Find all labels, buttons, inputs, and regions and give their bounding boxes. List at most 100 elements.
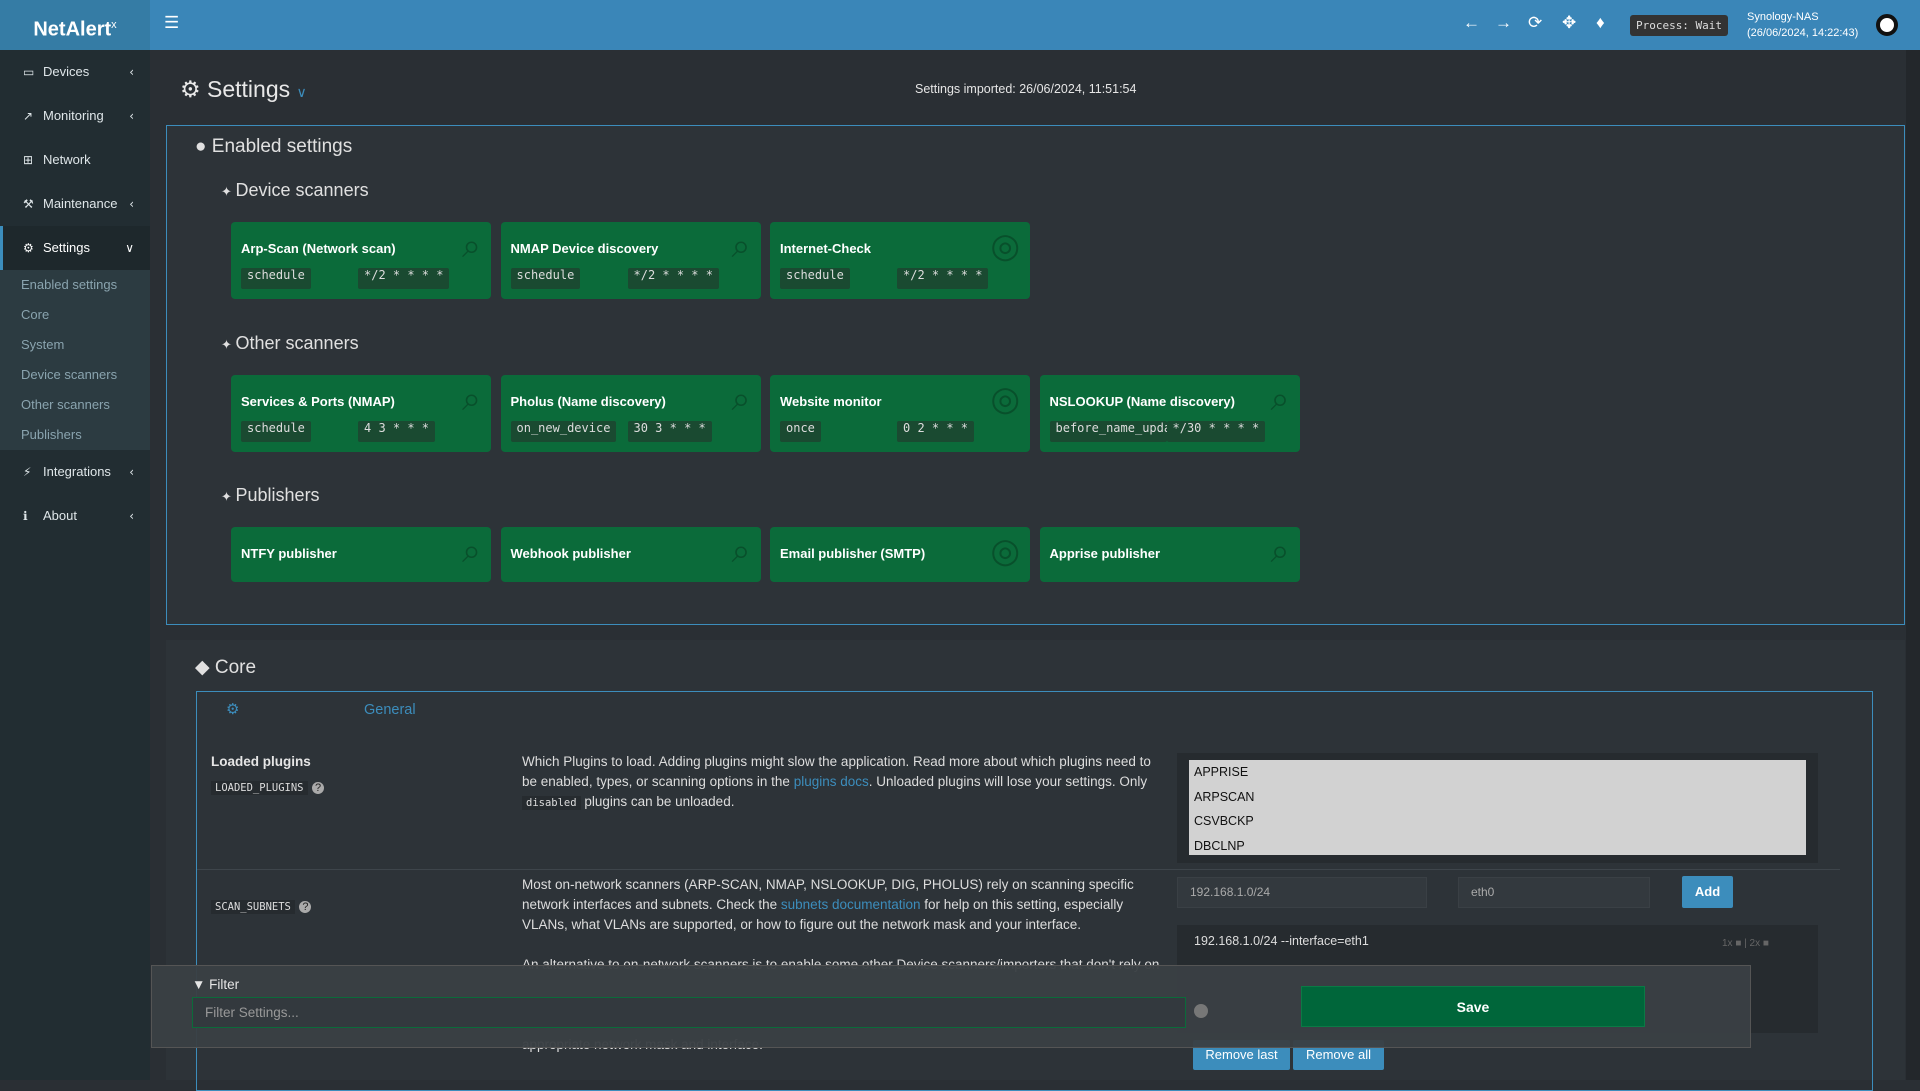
nav-icon: ▭ [23, 65, 35, 79]
zoom-controls: 1x ■ | 2x ■ [1722, 938, 1769, 949]
nav-label: Devices [43, 64, 90, 79]
host-name: Synology-NAS [1747, 11, 1819, 23]
card-name: Email publisher (SMTP) [780, 546, 926, 561]
nav-subitem[interactable]: Other scanners [0, 390, 150, 420]
nav-icon: ⚒ [23, 197, 34, 211]
nav-label: Monitoring [43, 108, 104, 123]
menu-toggle[interactable]: ☰ [164, 13, 180, 32]
plugin-card[interactable]: ⌕ Pholus (Name discovery) on_new_device 30 … [500, 375, 761, 452]
nav-subitem[interactable]: System [0, 330, 150, 360]
filter-input[interactable]: Filter Settings... [192, 997, 1186, 1028]
setting-description: Most on-network scanners (ARP-SCAN, NMAP… [522, 875, 1162, 935]
subnet-entry[interactable]: 192.168.1.0/24 --interface=eth1 [1194, 934, 1369, 948]
plugin-card[interactable]: ◎ Website monitor once 0 2 * * * [770, 375, 1030, 452]
nav-item[interactable]: ⚒ Maintenance ‹ [0, 182, 150, 226]
logo[interactable]: NetAlertx [0, 0, 150, 50]
doc-link[interactable]: plugins docs [793, 774, 869, 789]
desc-text: Which Plugins to load. Adding plugins mi… [522, 754, 1151, 789]
card-name: Arp-Scan (Network scan) [241, 241, 396, 256]
nav-item[interactable]: ↗ Monitoring ‹ [0, 94, 150, 138]
forward-icon[interactable]: → [1495, 13, 1512, 32]
card-watermark: ⌕ [731, 379, 751, 419]
nav-item[interactable]: ▭ Devices ‹ [0, 50, 150, 94]
setting-code: LOADED_PLUGINS [211, 781, 308, 795]
imported-time: Settings imported: 26/06/2024, 11:51:54 [915, 82, 1137, 96]
interface-input[interactable]: eth0 [1458, 877, 1650, 908]
card-schedule: */2 * * * * [627, 268, 719, 289]
card-watermark: ◎ [990, 531, 1020, 571]
card-name: Internet-Check [780, 241, 872, 256]
nav-chevron: ∨ [125, 241, 134, 255]
back-icon[interactable]: ← [1463, 13, 1480, 32]
inline-code: disabled [522, 796, 581, 810]
enabled-title-text: Enabled settings [211, 136, 353, 157]
card-watermark: ⌕ [731, 226, 751, 266]
scrollbar [1906, 50, 1920, 1080]
filter-label-text: Filter [209, 977, 240, 992]
plugin-card[interactable]: ⌕ NSLOOKUP (Name discovery) before_name_up… [1039, 375, 1300, 452]
nav-subitem[interactable]: Core [0, 300, 150, 330]
divider [197, 869, 1840, 870]
save-button[interactable]: Save [1301, 986, 1645, 1027]
nav-chevron: ‹ [129, 197, 134, 211]
card-name: NTFY publisher [241, 546, 337, 561]
plugin-card[interactable]: ⌕ Services & Ports (NMAP) schedule 4 3 * * … [231, 375, 491, 452]
nav-subitem[interactable]: Enabled settings [0, 270, 150, 300]
plugin-option[interactable]: APPRISE [1194, 765, 1249, 779]
group-title: ✦ Other scanners [221, 333, 359, 354]
nav-subitem[interactable]: Publishers [0, 420, 150, 450]
filter-label: ▼ Filter [192, 977, 240, 992]
card-mode: schedule [241, 421, 311, 442]
plugin-select[interactable]: APPRISE ARPSCAN CSVBCKP DBCLNP [1189, 760, 1806, 855]
plugin-card[interactable]: ⌕ Webhook publisher [500, 527, 761, 582]
card-schedule: 30 3 * * * [627, 421, 712, 442]
add-button[interactable]: Add [1682, 876, 1733, 908]
subnet-input[interactable]: 192.168.1.0/24 [1177, 877, 1427, 908]
plugin-card[interactable]: ◎ Email publisher (SMTP) [770, 527, 1030, 582]
nav-item[interactable]: ⚙ Settings ∨ [0, 226, 150, 270]
zoom-1x[interactable]: 1x [1722, 938, 1733, 949]
plugin-card[interactable]: ⌕ Arp-Scan (Network scan) schedule */2 * * … [231, 222, 491, 299]
nav-item[interactable]: ⊞ Network [0, 138, 150, 182]
avatar[interactable] [1876, 14, 1898, 36]
card-mode: before_name_updates [1049, 421, 1167, 442]
card-name: NMAP Device discovery [510, 241, 659, 256]
desc-text: . Unloaded plugins will lose your settin… [868, 774, 1148, 789]
nav-chevron: ‹ [129, 509, 134, 523]
nav-item[interactable]: ℹ About ‹ [0, 494, 150, 538]
subnet-entries: 192.168.1.0/24 --interface=eth1 [1194, 934, 1369, 948]
core-title-text: Core [214, 657, 257, 678]
sidebar: ▭ Devices ‹ ↗ Monitoring ‹ ⊞ Network ⚒ Maintenanc… [0, 50, 150, 1080]
enabled-title: ● Enabled settings [195, 136, 353, 157]
nav-icon: ⊞ [23, 153, 34, 167]
plugin-card[interactable]: ⌕ NMAP Device discovery schedule */2 * * * … [500, 222, 761, 299]
doc-link[interactable]: subnets documentation [780, 897, 921, 912]
move-icon[interactable]: ✥ [1562, 13, 1577, 32]
card-mode: schedule [510, 268, 581, 289]
nav-icon: ℹ [23, 509, 28, 523]
group-icon: ✦ [221, 489, 236, 504]
bell-icon[interactable]: ♦ [1596, 13, 1605, 32]
group-title: ✦ Device scanners [221, 180, 369, 201]
card-schedule: */2 * * * * [897, 268, 989, 289]
reload-icon[interactable]: ⟳ [1528, 13, 1543, 32]
card-watermark: ⌕ [461, 531, 481, 571]
nav-item[interactable]: ⚡ Integrations ‹ [0, 450, 150, 494]
zoom-2x[interactable]: 2x [1749, 938, 1761, 949]
plugin-option[interactable]: ARPSCAN [1194, 789, 1255, 804]
card-schedule: */2 * * * * [358, 268, 450, 289]
nav-chevron: ‹ [129, 109, 134, 123]
plugin-card[interactable]: ⌕ NTFY publisher [231, 527, 491, 582]
page-title-text: Settings [207, 76, 291, 102]
tab-general[interactable]: General [364, 702, 416, 718]
card-watermark: ◎ [990, 379, 1020, 419]
group-icon: ✦ [221, 337, 236, 352]
plugin-option[interactable]: DBCLNP [1194, 838, 1245, 853]
plugin-card[interactable]: ◎ Internet-Check schedule */2 * * * * [770, 222, 1030, 299]
nav-subitem[interactable]: Device scanners [0, 360, 150, 390]
plugin-option[interactable]: CSVBCKP [1194, 814, 1254, 828]
clear-filter[interactable] [1194, 1004, 1208, 1018]
plugin-card[interactable]: ⌕ Apprise publisher [1039, 527, 1300, 582]
process-status: Process: Wait [1630, 15, 1728, 36]
